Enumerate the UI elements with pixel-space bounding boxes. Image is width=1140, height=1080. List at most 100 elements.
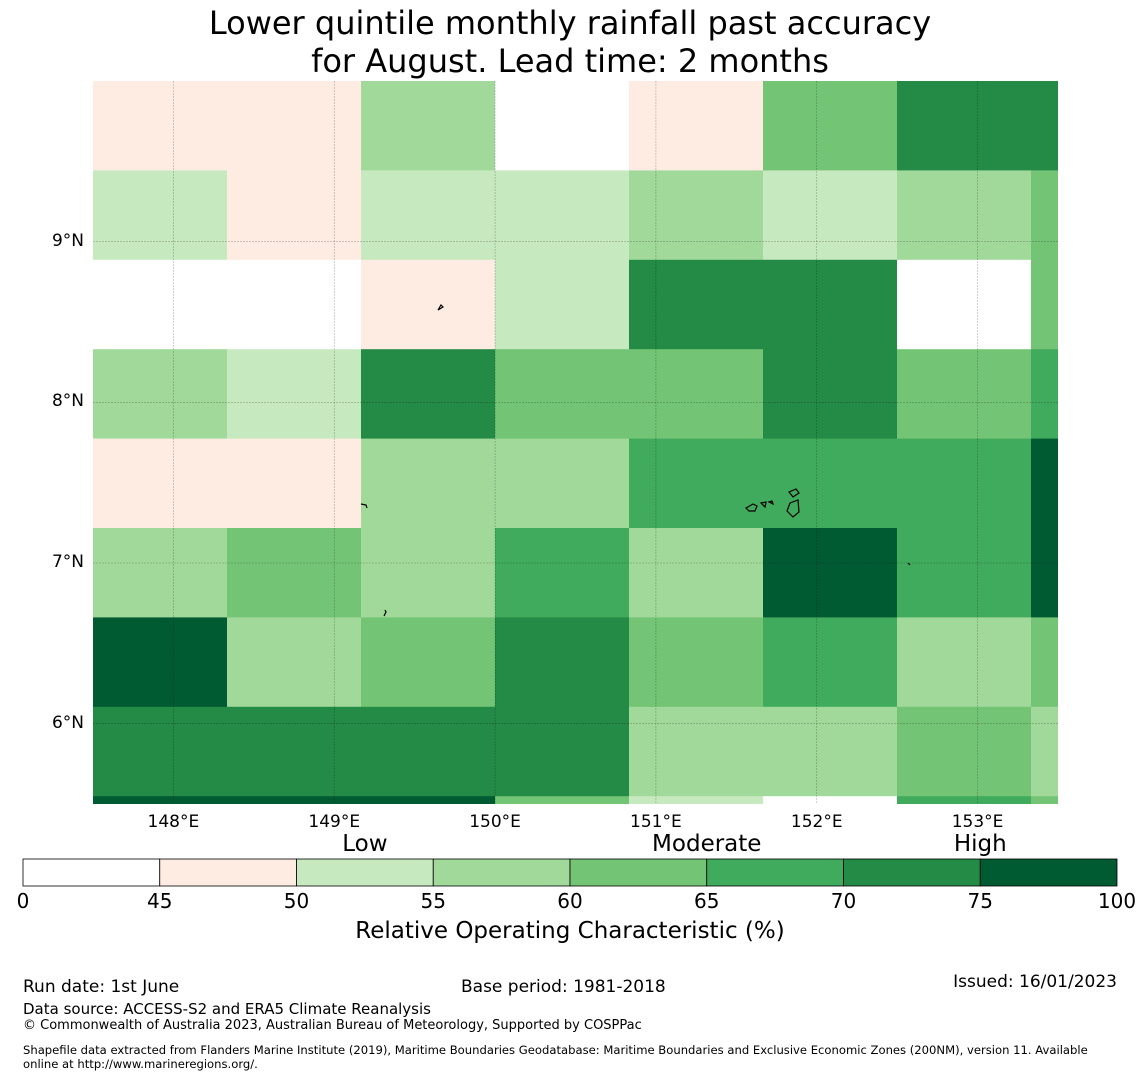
grid-cell	[495, 170, 630, 261]
grid-cell	[361, 617, 496, 708]
grid-cell	[227, 528, 362, 618]
grid-cell	[1031, 796, 1058, 804]
grid-cell	[763, 706, 898, 797]
data-source: Data source: ACCESS-S2 and ERA5 Climate …	[23, 1000, 431, 1018]
colorbar-tick-label: 75	[967, 889, 993, 913]
grid-cell	[361, 170, 496, 261]
colorbar-segment	[296, 858, 434, 887]
grid-cell	[763, 528, 898, 618]
colorbar-tick-label: 65	[694, 889, 720, 913]
grid-cell	[227, 438, 362, 529]
latitude-label: 8°N	[51, 391, 84, 412]
grid-cell	[361, 438, 496, 529]
grid-cell	[1031, 617, 1058, 708]
grid-cell	[93, 796, 228, 804]
colorbar	[22, 858, 1118, 887]
colorbar-tick-label: 45	[147, 889, 173, 913]
grid-cell	[1031, 438, 1058, 529]
run-date: Run date: 1st June	[23, 977, 180, 997]
longitude-label: 152°E	[790, 812, 843, 832]
longitude-label: 148°E	[147, 812, 200, 832]
title-line-2: for August. Lead time: 2 months	[311, 42, 829, 80]
grid-cell	[897, 617, 1032, 708]
shapefile-credit-line-1: Shapefile data extracted from Flanders M…	[23, 1043, 1088, 1057]
grid-cell	[763, 796, 898, 804]
island-outline	[767, 500, 775, 506]
grid-cell	[1031, 528, 1058, 618]
grid-cell	[227, 349, 362, 440]
grid-cell	[763, 617, 898, 708]
shapefile-credit-line-2: online at http://www.marineregions.org/.	[23, 1057, 258, 1071]
grid-cell	[1031, 259, 1058, 350]
grid-cell	[629, 259, 764, 350]
rainfall-accuracy-grid-map	[93, 81, 1058, 804]
island-outline	[437, 304, 444, 311]
grid-cell	[495, 438, 630, 529]
grid-cell	[629, 170, 764, 261]
grid-cell	[763, 438, 898, 529]
colorbar-segment	[843, 858, 981, 887]
colorbar-tick-label: 50	[283, 889, 310, 913]
grid-cell	[897, 81, 1032, 171]
grid-cell	[629, 796, 764, 804]
grid-cell	[361, 706, 496, 797]
grid-cell	[763, 170, 898, 261]
grid-cell	[495, 617, 630, 708]
grid-cell	[629, 706, 764, 797]
issued-date: Issued: 16/01/2023	[953, 972, 1117, 992]
grid-cell	[227, 796, 362, 804]
island-outline	[383, 609, 387, 617]
grid-cell	[629, 81, 764, 171]
colorbar-segment	[22, 858, 161, 887]
grid-cell	[1031, 81, 1058, 171]
colorbar-category-label: High	[953, 831, 1007, 857]
longitude-label: 150°E	[469, 812, 521, 832]
grid-cell	[227, 170, 362, 261]
grid-cell	[361, 81, 496, 171]
longitude-label: 153°E	[951, 812, 1004, 832]
grid-cell	[763, 259, 898, 350]
latitude-label: 6°N	[51, 712, 84, 733]
colorbar-tick-label: 60	[557, 889, 583, 913]
colorbar-segment	[706, 858, 844, 887]
grid-cell	[897, 438, 1032, 529]
grid-cell	[495, 81, 630, 171]
grid-cell	[897, 349, 1032, 440]
grid-cell	[361, 796, 496, 804]
grid-cell	[495, 259, 630, 350]
colorbar-tick-label: 70	[830, 889, 857, 913]
colorbar-tick-label: 55	[420, 889, 446, 913]
map-title: Lower quintile monthly rainfall past acc…	[0, 4, 1140, 80]
grid-cell	[93, 617, 228, 708]
colorbar-category-label: Low	[342, 831, 388, 857]
grid-cell	[629, 617, 764, 708]
grid-cell	[1031, 170, 1058, 261]
grid-cell	[1031, 706, 1058, 797]
grid-cell	[227, 259, 362, 350]
title-line-1: Lower quintile monthly rainfall past acc…	[208, 4, 932, 42]
island-outline	[745, 503, 758, 512]
grid-cell	[93, 259, 228, 350]
grid-cell	[897, 706, 1032, 797]
grid-cell	[897, 796, 1032, 804]
grid-cell	[629, 349, 764, 440]
latitude-label: 9°N	[51, 230, 84, 251]
colorbar-segment	[979, 858, 1118, 887]
grid-cell	[361, 349, 496, 440]
grid-cell	[1031, 349, 1058, 440]
longitude-label: 149°E	[308, 812, 361, 832]
grid-cell	[897, 528, 1032, 618]
grid-cell	[93, 170, 228, 261]
grid-cell	[227, 617, 362, 708]
grid-cell	[227, 81, 362, 171]
latitude-label: 7°N	[51, 552, 84, 572]
island-outline	[786, 499, 800, 518]
grid-cell	[93, 706, 228, 797]
island-outline	[360, 503, 368, 509]
grid-cell	[93, 81, 228, 171]
grid-cell	[93, 438, 228, 529]
colorbar-segment	[159, 858, 297, 887]
grid-cell	[897, 259, 1032, 350]
grid-cell	[629, 528, 764, 618]
grid-cell	[763, 349, 898, 440]
